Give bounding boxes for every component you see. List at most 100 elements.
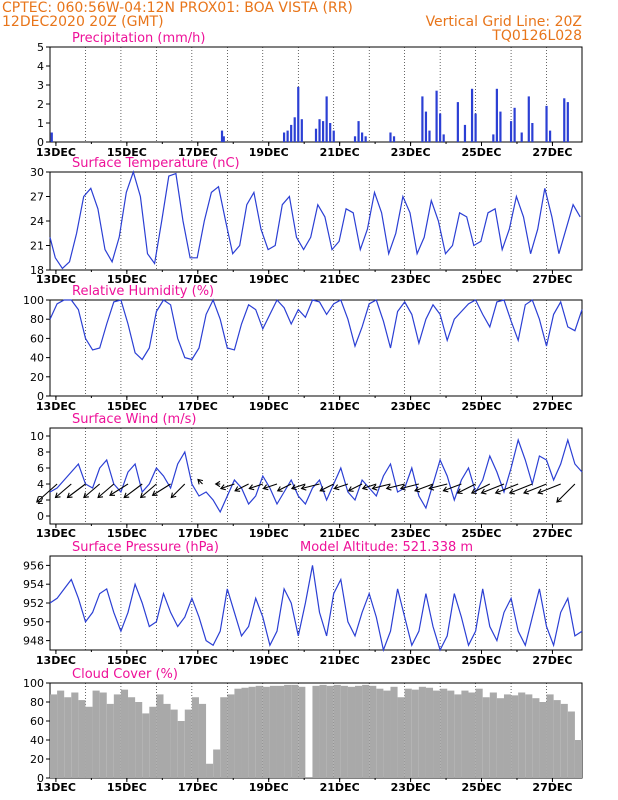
rh-xtick-label: 25DEC [461, 400, 501, 413]
wind-vector-head [385, 484, 392, 491]
wind-vector-head [66, 492, 73, 499]
cloud-xtick-label: 21DEC [320, 781, 360, 794]
cloud-bar [262, 686, 270, 778]
wind-vector-head [508, 488, 515, 495]
rh-ytick-label: 20 [30, 371, 44, 384]
precip-bar [545, 105, 548, 142]
wind-vector [152, 483, 171, 496]
wind-xtick-label: 23DEC [391, 527, 431, 540]
precip-xtick-label: 21DEC [320, 146, 360, 159]
cloud-bar [369, 685, 377, 778]
cloud-bar [305, 777, 313, 778]
cloud-title: Cloud Cover (%) [72, 667, 178, 682]
temp-xtick-label: 15DEC [107, 273, 147, 286]
precip-bar [470, 88, 474, 142]
temp-xtick-label: 13DEC [36, 273, 76, 286]
wind-vector-head [300, 484, 307, 491]
temp-xtick-label: 23DEC [391, 273, 431, 286]
wind-vector-head [371, 484, 378, 491]
wind-ytick-label: 6 [37, 462, 44, 475]
precip-bar [321, 121, 325, 142]
precip-bar [220, 130, 224, 142]
wind-ytick-label: 2 [37, 494, 44, 507]
precip-ytick-label: 2 [37, 98, 44, 111]
wind-vector [362, 483, 377, 490]
cloud-ytick-label: 40 [30, 734, 44, 747]
precip-bar [293, 117, 296, 142]
temp-title: Surface Temperature (nC) [72, 156, 240, 171]
wind-vector-head [470, 488, 477, 495]
wind-vector [301, 483, 320, 490]
precip-bar [364, 136, 367, 142]
wind-vector-head [442, 486, 449, 493]
cloud-xtick-label: 23DEC [391, 781, 431, 794]
cloud-xtick-label: 19DEC [249, 781, 289, 794]
wind-vector-head [361, 484, 368, 491]
wind-vector [481, 483, 505, 494]
rh-xtick-label: 21DEC [320, 400, 360, 413]
wind-xtick-label: 13DEC [36, 527, 76, 540]
rh-xtick-label: 23DEC [391, 400, 431, 413]
pres-xtick-label: 25DEC [461, 654, 501, 667]
wind-vector [123, 483, 143, 498]
cloud-bar [362, 684, 370, 778]
precip-bar [290, 124, 293, 142]
wind-vector [67, 483, 86, 498]
wind-vector-head [83, 492, 89, 499]
wind-vector-head [262, 484, 269, 491]
cloud-bar [213, 749, 221, 778]
cloud-bar [312, 685, 320, 778]
cloud-ytick-label: 80 [30, 696, 44, 709]
precip-xtick-label: 19DEC [249, 146, 289, 159]
wind-ytick-label: 8 [37, 446, 44, 459]
cloud-bar [411, 689, 419, 778]
wind-vector-head [428, 484, 435, 491]
cloud-bar [326, 685, 334, 778]
wind-vector-head [399, 484, 406, 491]
wind-xtick-label: 25DEC [461, 527, 501, 540]
wind-vector-head [109, 490, 115, 496]
pres-xtick-label: 13DEC [36, 654, 76, 667]
precip-xtick-label: 25DEC [461, 146, 501, 159]
wind-vector [471, 483, 491, 494]
wind-vector-head [414, 486, 421, 493]
wind-vector [170, 483, 186, 498]
wind-vector [249, 483, 263, 490]
wind-vector-head [333, 484, 340, 491]
cloud-bar [135, 702, 143, 778]
pres-ytick-label: 956 [23, 559, 44, 572]
precip-bar [353, 136, 357, 142]
precip-bar [428, 130, 431, 142]
temp-xtick-label: 25DEC [461, 273, 501, 286]
cloud-xtick-label: 17DEC [178, 781, 218, 794]
wind-vector-head [319, 486, 326, 492]
wind-vector-head [556, 496, 562, 503]
precip-bar [392, 136, 396, 142]
precip-frame [49, 46, 583, 143]
precip-xtick-label: 23DEC [391, 146, 431, 159]
precip-bar [463, 124, 467, 142]
rh-xtick-label: 13DEC [36, 400, 76, 413]
cloud-bar [78, 700, 86, 778]
wind-vector [386, 483, 405, 490]
cloud-bar [50, 694, 58, 778]
wind-vector [319, 483, 334, 492]
cloud-bar [532, 698, 540, 778]
wind-vector [263, 483, 278, 490]
vertical-grid-note: Vertical Grid Line: 20Z [425, 14, 582, 30]
wind-vector-head [456, 488, 463, 495]
cloud-bar [106, 703, 114, 778]
precip-bar [332, 130, 335, 142]
cloud-ytick-label: 0 [37, 772, 44, 785]
cloud-bar [496, 698, 504, 778]
precip-bar [318, 119, 321, 142]
cloud-bar [149, 706, 157, 778]
wind-vector [97, 483, 115, 498]
station-info: CPTEC: 060:56W-04:12N PROX01: BOA VISTA … [2, 0, 353, 16]
wind-vector [220, 483, 235, 490]
cloud-bar [390, 686, 398, 778]
cloud-bar [440, 688, 448, 778]
run-date: 12DEC2020 20Z (GMT) [2, 14, 164, 30]
cloud-bar [404, 688, 412, 778]
wind-vector-head [537, 488, 544, 495]
